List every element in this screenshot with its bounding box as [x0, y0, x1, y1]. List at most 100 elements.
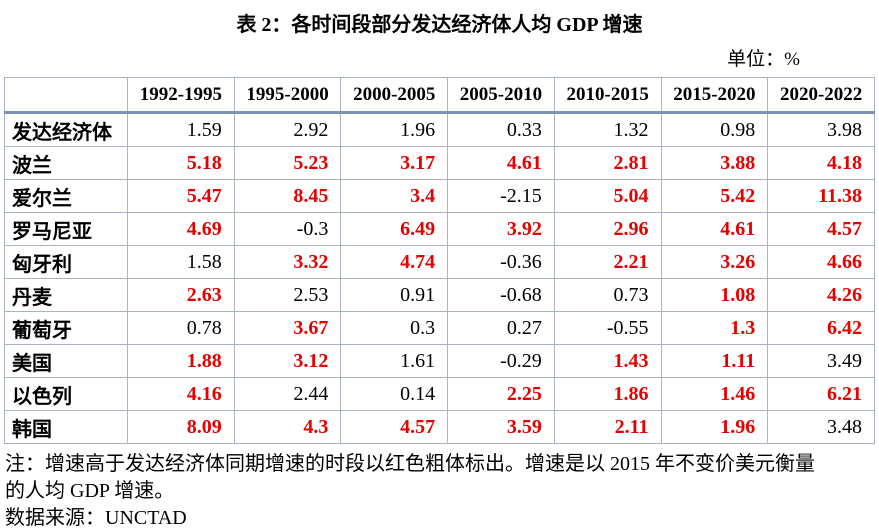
value-cell: 4.66 [767, 245, 875, 279]
value-cell: 1.3 [660, 311, 769, 345]
value-cell: 1.58 [127, 245, 235, 279]
table-row: 美国 1.88 3.12 1.61 -0.29 1.43 1.11 3.49 [4, 344, 875, 378]
table-note-line-1: 注：增速高于发达经济体同期增速的时段以红色粗体标出。增速是以 2015 年不变价… [5, 453, 815, 475]
value-cell: 4.74 [340, 245, 449, 279]
gdp-growth-table: 1992-1995 1995-2000 2000-2005 2005-2010 2010… [4, 77, 875, 444]
value-cell: 1.96 [660, 410, 769, 444]
value-cell: 4.69 [127, 212, 235, 246]
value-cell: 0.3 [340, 311, 449, 345]
row-label-cell: 以色列 [4, 377, 128, 411]
row-label-cell: 爱尔兰 [4, 179, 128, 213]
row-label-cell: 波兰 [4, 146, 128, 180]
table-row: 以色列 4.16 2.44 0.14 2.25 1.86 1.46 6.21 [4, 377, 875, 411]
value-cell: 1.96 [340, 112, 449, 147]
value-cell: 0.78 [127, 311, 235, 345]
row-label-cell: 美国 [4, 344, 128, 378]
value-cell: 2.44 [233, 377, 342, 411]
table-row: 匈牙利 1.58 3.32 4.74 -0.36 2.21 3.26 4.66 [4, 245, 875, 279]
value-cell: 1.88 [127, 344, 235, 378]
table-row: 波兰 5.18 5.23 3.17 4.61 2.81 3.88 4.18 [4, 146, 875, 180]
value-cell: 0.27 [447, 311, 555, 345]
value-cell: 3.92 [447, 212, 555, 246]
value-cell: 5.23 [233, 146, 342, 180]
data-source-note: 数据来源：UNCTAD [5, 507, 187, 529]
table-row: 罗马尼亚 4.69 -0.3 6.49 3.92 2.96 4.61 4.57 [4, 212, 875, 246]
column-header: 2010-2015 [553, 77, 662, 114]
table-body: 发达经济体 1.59 2.92 1.96 0.33 1.32 0.98 3.98 波兰 5.18 5… [4, 112, 875, 444]
table-header: 1992-1995 1995-2000 2000-2005 2005-2010 2010… [4, 77, 875, 114]
value-cell: 2.81 [553, 146, 662, 180]
value-cell: 4.61 [660, 212, 769, 246]
value-cell: 1.61 [340, 344, 449, 378]
unit-label: 单位：% [727, 49, 800, 70]
value-cell: 1.43 [553, 344, 662, 378]
value-cell: -2.15 [447, 179, 555, 213]
value-cell: 0.33 [447, 112, 555, 147]
table-title: 表 2：各时间段部分发达经济体人均 GDP 增速 [236, 14, 643, 36]
value-cell: 1.11 [660, 344, 769, 378]
value-cell: -0.68 [447, 278, 555, 312]
row-label-cell: 丹麦 [4, 278, 128, 312]
value-cell: 0.14 [340, 377, 449, 411]
value-cell: 4.3 [233, 410, 342, 444]
value-cell: 0.91 [340, 278, 449, 312]
value-cell: 4.16 [127, 377, 235, 411]
value-cell: 6.49 [340, 212, 449, 246]
value-cell: 11.38 [767, 179, 875, 213]
value-cell: 4.57 [340, 410, 449, 444]
row-label-cell: 匈牙利 [4, 245, 128, 279]
column-header: 2015-2020 [660, 77, 769, 114]
value-cell: 3.67 [233, 311, 342, 345]
column-header: 2000-2005 [340, 77, 449, 114]
value-cell: 2.63 [127, 278, 235, 312]
value-cell: 1.86 [553, 377, 662, 411]
value-cell: 3.98 [767, 112, 875, 147]
value-cell: 2.92 [233, 112, 342, 147]
value-cell: 3.4 [340, 179, 449, 213]
value-cell: 3.32 [233, 245, 342, 279]
row-label-cell: 葡萄牙 [4, 311, 128, 345]
value-cell: 4.26 [767, 278, 875, 312]
value-cell: 5.04 [553, 179, 662, 213]
value-cell: 5.18 [127, 146, 235, 180]
column-header: 1992-1995 [127, 77, 235, 114]
value-cell: 1.59 [127, 112, 235, 147]
value-cell: 4.57 [767, 212, 875, 246]
value-cell: 2.21 [553, 245, 662, 279]
value-cell: 6.21 [767, 377, 875, 411]
table-notes: 注：增速高于发达经济体同期增速的时段以红色粗体标出。增速是以 2015 年不变价… [5, 451, 879, 532]
row-label-cell: 罗马尼亚 [4, 212, 128, 246]
value-cell: 3.59 [447, 410, 555, 444]
value-cell: 1.08 [660, 278, 769, 312]
value-cell: 3.12 [233, 344, 342, 378]
value-cell: 1.32 [553, 112, 662, 147]
column-header: 1995-2000 [233, 77, 342, 114]
row-label-cell: 发达经济体 [4, 112, 128, 147]
value-cell: 0.73 [553, 278, 662, 312]
value-cell: 8.09 [127, 410, 235, 444]
table-row: 爱尔兰 5.47 8.45 3.4 -2.15 5.04 5.42 11.38 [4, 179, 875, 213]
value-cell: 1.46 [660, 377, 769, 411]
corner-cell [4, 77, 128, 114]
value-cell: 0.98 [660, 112, 769, 147]
table-row: 韩国 8.09 4.3 4.57 3.59 2.11 1.96 3.48 [4, 410, 875, 444]
value-cell: 3.26 [660, 245, 769, 279]
table-row: 葡萄牙 0.78 3.67 0.3 0.27 -0.55 1.3 6.42 [4, 311, 875, 345]
value-cell: 2.53 [233, 278, 342, 312]
value-cell: 8.45 [233, 179, 342, 213]
value-cell: 2.11 [553, 410, 662, 444]
value-cell: -0.3 [233, 212, 342, 246]
value-cell: -0.55 [553, 311, 662, 345]
column-header: 2005-2010 [447, 77, 555, 114]
value-cell: 3.48 [767, 410, 875, 444]
table-row: 丹麦 2.63 2.53 0.91 -0.68 0.73 1.08 4.26 [4, 278, 875, 312]
value-cell: 3.17 [340, 146, 449, 180]
value-cell: 3.88 [660, 146, 769, 180]
value-cell: -0.36 [447, 245, 555, 279]
table-note-line-2: 的人均 GDP 增速。 [5, 480, 175, 502]
value-cell: 2.96 [553, 212, 662, 246]
table-row: 发达经济体 1.59 2.92 1.96 0.33 1.32 0.98 3.98 [4, 112, 875, 147]
row-label-cell: 韩国 [4, 410, 128, 444]
value-cell: 2.25 [447, 377, 555, 411]
